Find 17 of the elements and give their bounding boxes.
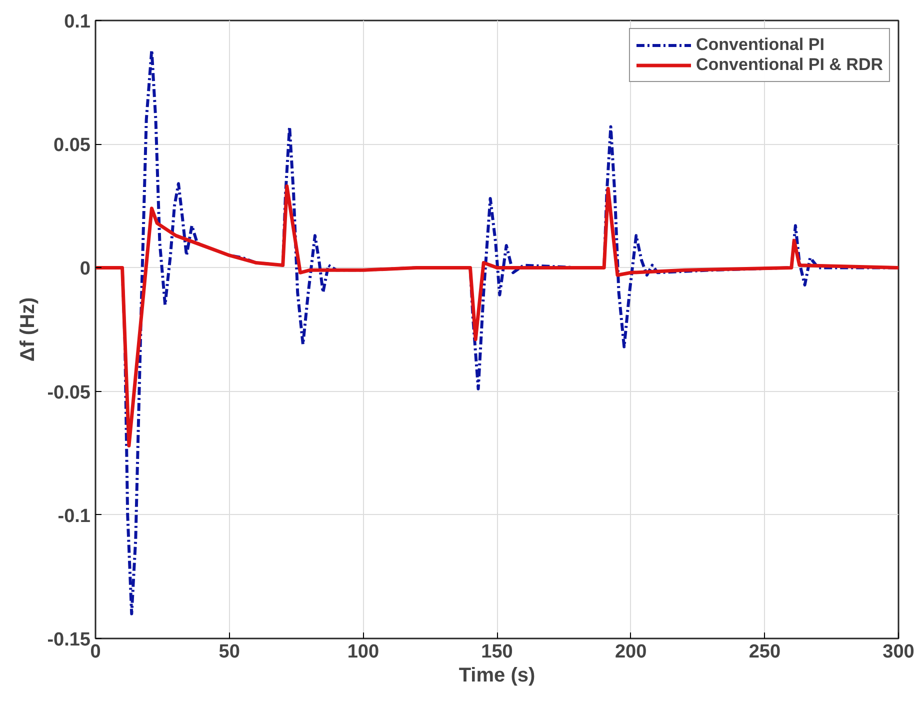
x-axis-title: Time (s) [458,664,536,686]
y-tick-label: -0.15 [47,630,91,650]
x-tick-label: 200 [614,642,647,662]
x-tick-label: 150 [481,642,513,662]
y-tick-label: 0 [80,258,91,280]
line-series [96,184,898,448]
y-tick-label: 0.1 [64,12,91,32]
y-tick-label: -0.05 [47,382,91,404]
x-tick-label: 50 [218,642,240,662]
legend-label: Conventional PI [696,35,824,55]
x-tick-label: 100 [347,642,380,662]
y-axis-title: Δf (Hz) [17,297,40,362]
x-tick-label: 300 [882,642,914,662]
y-tick-label: 0.05 [54,135,91,156]
y-tick-label: -0.1 [58,506,91,527]
legend-label: Conventional PI & RDR [696,55,883,75]
x-tick-label: 250 [748,642,781,662]
